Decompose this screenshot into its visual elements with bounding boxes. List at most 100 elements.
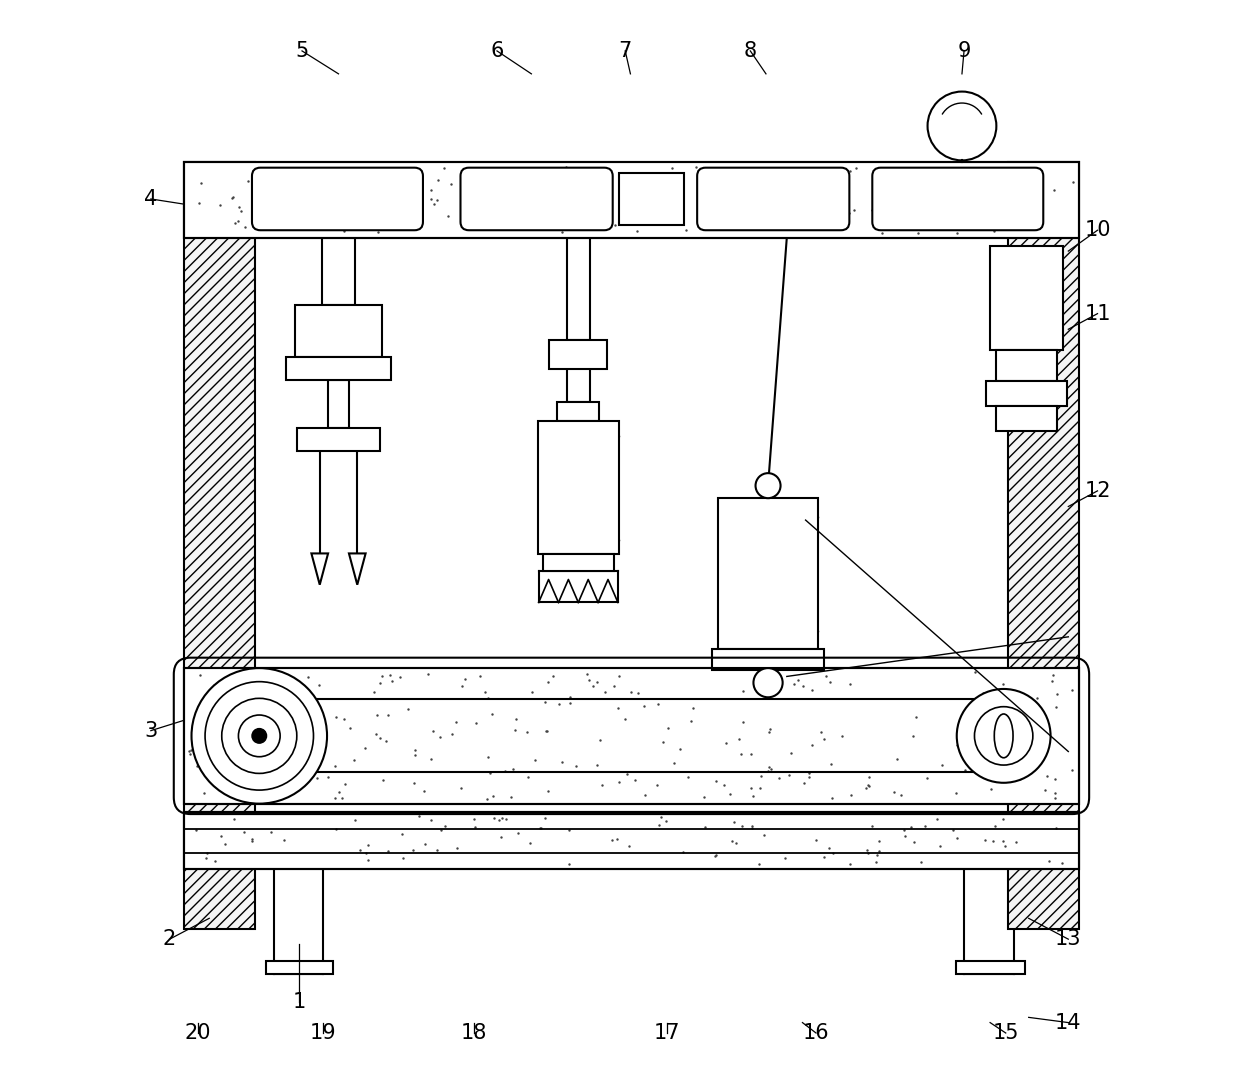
Point [428, 172, 448, 189]
Point [972, 684, 992, 702]
Point [975, 832, 994, 849]
Point [806, 831, 826, 848]
Point [980, 218, 999, 236]
Point [537, 722, 557, 740]
Point [908, 225, 928, 242]
Point [219, 774, 239, 792]
Point [733, 714, 753, 731]
Point [414, 782, 434, 799]
Point [649, 817, 668, 834]
Point [403, 842, 423, 859]
Point [587, 673, 606, 691]
Point [1013, 731, 1033, 748]
Point [792, 678, 812, 695]
Point [408, 173, 428, 190]
Point [253, 706, 273, 723]
Point [553, 174, 573, 191]
Text: 3: 3 [144, 721, 157, 741]
Point [467, 178, 487, 195]
Point [811, 723, 831, 741]
Point [635, 786, 655, 804]
Point [742, 820, 761, 837]
Point [392, 825, 412, 843]
Point [301, 174, 321, 191]
Point [649, 695, 668, 712]
Point [939, 175, 959, 192]
Point [904, 833, 924, 850]
Point [947, 829, 967, 846]
Point [335, 223, 355, 240]
Point [785, 180, 805, 198]
Point [538, 783, 558, 800]
Point [671, 740, 691, 757]
Point [226, 215, 246, 232]
Text: 7: 7 [619, 41, 632, 61]
Point [472, 193, 492, 211]
Point [306, 770, 326, 787]
Point [496, 810, 516, 828]
Point [858, 845, 878, 862]
Point [1042, 672, 1061, 690]
Point [724, 813, 744, 831]
Point [858, 775, 878, 793]
Point [915, 817, 935, 834]
Point [625, 771, 645, 788]
Point [832, 728, 852, 745]
Point [553, 206, 573, 224]
Point [847, 160, 867, 177]
Point [567, 757, 587, 774]
Circle shape [252, 729, 267, 743]
Point [309, 677, 329, 694]
Point [727, 834, 746, 851]
Bar [990, 245, 1063, 350]
Point [1044, 181, 1064, 199]
Point [382, 672, 402, 690]
Bar [956, 961, 1024, 973]
Point [1034, 781, 1054, 798]
Point [559, 822, 579, 839]
Point [994, 770, 1014, 787]
Point [479, 748, 498, 766]
Point [470, 667, 490, 684]
Point [196, 849, 216, 867]
Point [254, 765, 274, 782]
Point [983, 833, 1003, 850]
Point [993, 811, 1013, 829]
Point [779, 767, 799, 784]
Point [717, 734, 737, 752]
Point [894, 822, 914, 839]
Point [532, 819, 552, 836]
Point [947, 736, 967, 754]
Point [816, 667, 836, 684]
Point [857, 842, 877, 859]
Text: 8: 8 [744, 41, 756, 61]
Circle shape [754, 668, 782, 697]
Point [252, 698, 272, 716]
Point [198, 748, 218, 766]
Point [258, 669, 278, 686]
Point [536, 809, 556, 826]
Point [399, 193, 419, 211]
Point [1002, 691, 1022, 708]
Point [246, 763, 265, 781]
Point [398, 700, 418, 718]
Point [971, 198, 991, 215]
Point [181, 741, 201, 758]
Bar [185, 668, 1079, 804]
Point [334, 710, 353, 728]
Point [759, 723, 779, 741]
Text: 12: 12 [1084, 481, 1111, 501]
Point [579, 671, 599, 689]
Point [451, 678, 471, 695]
Point [681, 712, 701, 730]
Point [1019, 708, 1039, 725]
Point [280, 714, 300, 731]
Bar [1008, 163, 1079, 929]
Point [255, 163, 275, 180]
Point [946, 784, 966, 801]
Point [410, 207, 430, 225]
Point [506, 710, 526, 728]
Point [866, 853, 885, 870]
Point [839, 204, 859, 222]
Point [484, 787, 503, 805]
